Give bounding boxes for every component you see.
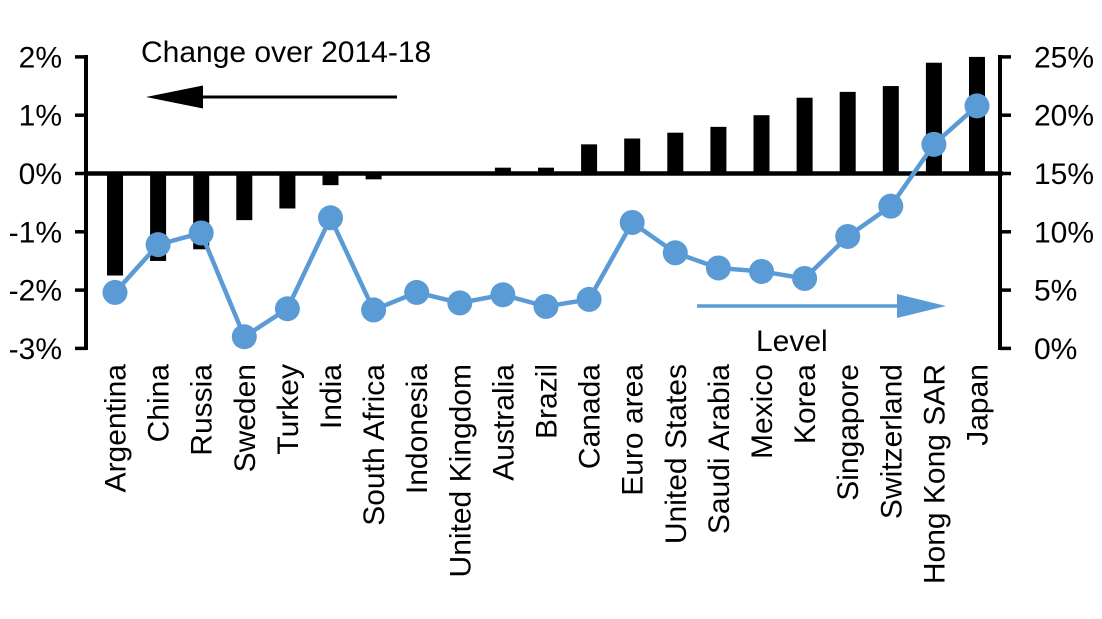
left-axis-tick-label: 0% xyxy=(19,158,62,191)
left-axis-tick-label: -3% xyxy=(9,333,62,366)
level-point-mexico xyxy=(749,258,774,284)
level-point-korea xyxy=(792,265,818,291)
level-point-russia xyxy=(188,220,214,246)
bar-sweden xyxy=(236,173,253,221)
bar-mexico xyxy=(753,115,770,174)
x-label-mexico: Mexico xyxy=(746,364,779,459)
level-point-argentina xyxy=(102,279,128,305)
bar-singapore xyxy=(839,91,856,174)
x-label-argentina: Argentina xyxy=(100,364,133,493)
x-label-south-africa: South Africa xyxy=(358,364,391,526)
bar-hong-kong-sar xyxy=(925,62,942,174)
right-axis-tick-label: 25% xyxy=(1034,41,1094,74)
x-label-india: India xyxy=(315,364,348,429)
level-point-india xyxy=(318,205,343,231)
level-point-hong-kong-sar xyxy=(921,131,947,157)
x-label-brazil: Brazil xyxy=(531,364,564,439)
change-over-2014-18-label: Change over 2014-18 xyxy=(141,36,432,69)
level-point-brazil xyxy=(533,293,559,319)
level-arrow-icon xyxy=(897,294,946,318)
level-point-indonesia xyxy=(404,279,430,305)
level-point-sweden xyxy=(231,324,257,350)
level-point-australia xyxy=(490,282,516,308)
right-axis-tick-label: 20% xyxy=(1034,100,1094,133)
level-point-turkey xyxy=(274,296,300,322)
level-point-united-kingdom xyxy=(447,290,473,316)
level-point-united-states xyxy=(662,240,688,266)
x-label-united-states: United States xyxy=(660,364,693,544)
x-label-korea: Korea xyxy=(789,364,822,444)
right-axis-tick-label: 15% xyxy=(1034,158,1094,191)
level-point-japan xyxy=(964,93,990,119)
x-label-australia: Australia xyxy=(487,364,520,481)
bar-south-africa xyxy=(365,173,382,180)
x-label-singapore: Singapore xyxy=(832,364,865,501)
bar-turkey xyxy=(279,173,296,209)
level-point-singapore xyxy=(835,223,861,249)
left-axis-tick-label: -1% xyxy=(9,216,62,249)
x-label-japan: Japan xyxy=(962,364,995,446)
right-axis-tick-label: 0% xyxy=(1034,333,1077,366)
bar-saudi-arabia xyxy=(710,126,727,174)
bar-canada xyxy=(581,144,598,174)
x-label-saudi-arabia: Saudi Arabia xyxy=(703,364,736,534)
x-label-switzerland: Switzerland xyxy=(875,364,908,519)
level-point-euro-area xyxy=(619,209,645,235)
bar-euro-area xyxy=(624,138,641,174)
bar-brazil xyxy=(538,167,554,174)
x-label-indonesia: Indonesia xyxy=(401,364,434,494)
right-axis-tick-label: 5% xyxy=(1034,275,1077,308)
left-axis-tick-label: 2% xyxy=(19,41,62,74)
bar-india xyxy=(322,173,339,186)
x-label-russia: Russia xyxy=(186,364,219,456)
x-label-euro-area: Euro area xyxy=(617,364,650,496)
change-arrow-icon xyxy=(146,85,203,109)
left-axis-tick-label: 1% xyxy=(19,100,62,133)
bar-switzerland xyxy=(882,86,899,174)
bar-united-states xyxy=(667,132,684,174)
level-point-switzerland xyxy=(878,193,904,219)
level-point-saudi-arabia xyxy=(705,255,731,281)
x-label-turkey: Turkey xyxy=(272,364,305,455)
x-label-united-kingdom: United Kingdom xyxy=(444,364,477,577)
x-label-hong-kong-sar: Hong Kong SAR xyxy=(918,364,951,584)
bar-korea xyxy=(796,97,813,174)
bar-australia xyxy=(494,167,511,174)
x-label-sweden: Sweden xyxy=(229,364,262,472)
level-point-south-africa xyxy=(361,297,387,323)
x-label-canada: Canada xyxy=(574,364,607,469)
level-label: Level xyxy=(756,325,828,358)
x-label-china: China xyxy=(143,364,176,443)
right-axis-tick-label: 10% xyxy=(1034,216,1094,249)
level-point-canada xyxy=(576,286,602,312)
level-point-china xyxy=(145,232,171,258)
left-axis-tick-label: -2% xyxy=(9,275,62,308)
bar-argentina xyxy=(107,173,123,276)
